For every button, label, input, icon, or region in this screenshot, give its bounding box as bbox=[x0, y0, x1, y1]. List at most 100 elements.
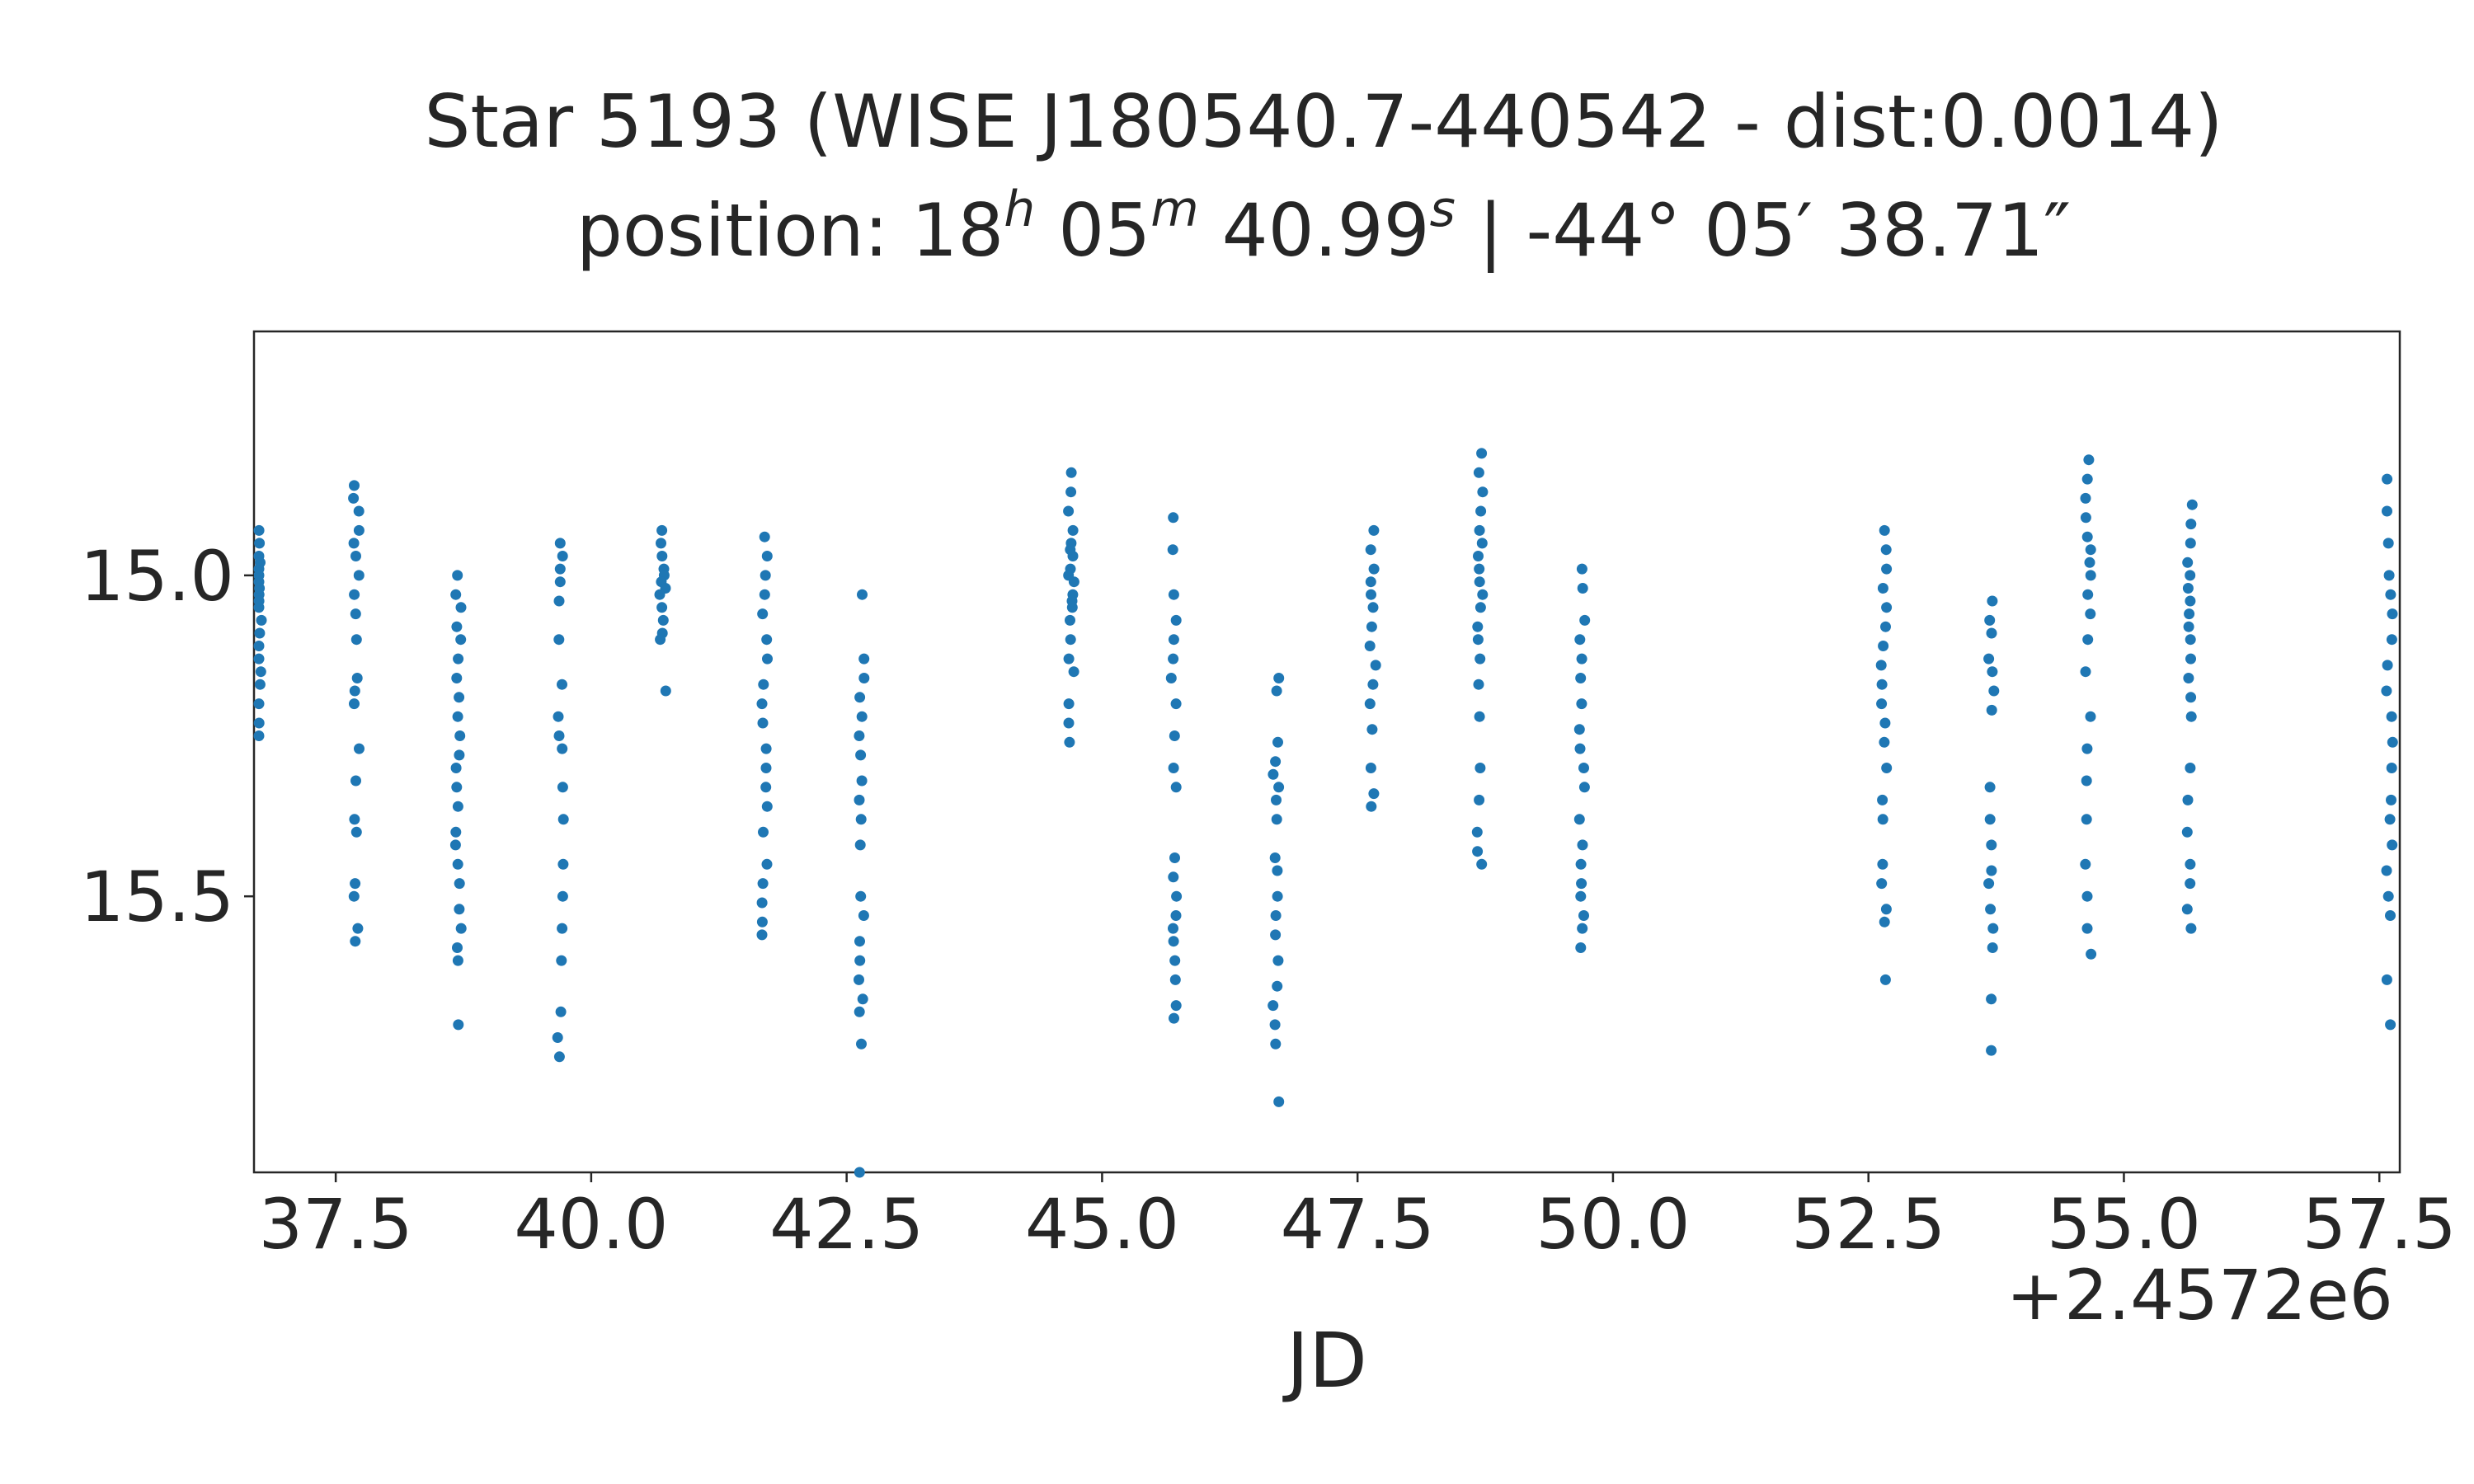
data-point bbox=[1984, 614, 1996, 626]
subtitle-ra-hours: 18 bbox=[911, 188, 1004, 273]
data-point bbox=[2381, 685, 2392, 697]
data-point bbox=[2186, 499, 2198, 510]
data-point bbox=[254, 538, 266, 549]
data-point bbox=[350, 608, 361, 620]
data-point bbox=[2185, 570, 2196, 581]
data-point bbox=[1877, 858, 1888, 870]
data-point bbox=[449, 839, 461, 851]
x-tick-label: 47.5 bbox=[1281, 1184, 1435, 1265]
data-point bbox=[1272, 955, 1284, 966]
subtitle-ra-seconds-unit: s bbox=[1430, 181, 1456, 238]
data-point bbox=[1473, 679, 1484, 690]
data-point bbox=[1169, 974, 1181, 985]
data-point bbox=[352, 923, 364, 934]
data-point bbox=[452, 711, 463, 722]
data-point bbox=[1579, 614, 1591, 626]
data-point bbox=[253, 524, 265, 536]
data-point bbox=[856, 1038, 867, 1050]
data-point bbox=[2382, 660, 2393, 671]
data-point bbox=[350, 551, 361, 561]
data-point bbox=[454, 904, 465, 915]
data-point bbox=[1987, 942, 1998, 953]
x-tick-label: 45.0 bbox=[1025, 1184, 1179, 1265]
data-point bbox=[854, 839, 866, 851]
data-point bbox=[452, 955, 463, 966]
data-point bbox=[756, 698, 768, 710]
data-point bbox=[1877, 583, 1888, 594]
data-point bbox=[1065, 486, 1077, 498]
data-point bbox=[2086, 948, 2097, 960]
data-point bbox=[2182, 794, 2194, 805]
x-tick-label: 42.5 bbox=[769, 1184, 924, 1265]
data-point bbox=[2181, 826, 2193, 838]
data-point bbox=[1270, 929, 1282, 941]
data-point bbox=[1167, 544, 1178, 556]
data-point bbox=[2185, 595, 2196, 607]
data-point bbox=[2081, 890, 2093, 902]
data-point bbox=[1066, 595, 1078, 607]
data-point bbox=[1576, 563, 1587, 575]
data-point bbox=[2080, 858, 2091, 870]
data-point bbox=[1986, 627, 1997, 639]
data-point bbox=[1876, 878, 1888, 890]
data-point bbox=[1366, 801, 1377, 812]
x-tick-label: 52.5 bbox=[1791, 1184, 1945, 1265]
data-point bbox=[2183, 673, 2194, 683]
data-point bbox=[350, 878, 361, 890]
data-point bbox=[453, 1019, 464, 1031]
y-axis-ticks: 15.0 15.5 bbox=[80, 536, 254, 937]
data-point bbox=[758, 679, 769, 690]
x-axis-label: JD bbox=[1282, 1317, 1367, 1405]
data-point bbox=[1065, 614, 1075, 626]
data-point bbox=[1063, 653, 1075, 665]
data-point bbox=[1879, 524, 1890, 536]
data-point bbox=[760, 743, 772, 754]
data-point bbox=[452, 570, 463, 581]
data-point bbox=[353, 570, 365, 581]
y-tick-label: 15.5 bbox=[80, 857, 234, 937]
data-point bbox=[855, 814, 867, 825]
data-point bbox=[353, 524, 365, 536]
data-point bbox=[1476, 538, 1488, 549]
data-point bbox=[253, 641, 265, 651]
data-point bbox=[1988, 685, 2000, 697]
data-point bbox=[2381, 974, 2392, 985]
data-point bbox=[1368, 563, 1380, 575]
data-point bbox=[756, 916, 768, 928]
data-point bbox=[450, 763, 462, 773]
data-point bbox=[452, 942, 463, 953]
data-point bbox=[348, 492, 360, 504]
data-point bbox=[761, 634, 773, 646]
x-tick-label: 40.0 bbox=[514, 1184, 668, 1265]
data-point bbox=[1065, 634, 1076, 646]
data-point bbox=[2381, 865, 2392, 876]
data-point bbox=[2383, 570, 2395, 581]
data-point bbox=[1474, 563, 1485, 575]
data-point bbox=[1881, 763, 1893, 773]
data-point bbox=[1881, 602, 1893, 613]
data-point bbox=[759, 589, 770, 600]
data-point bbox=[552, 1032, 563, 1043]
data-point bbox=[1879, 717, 1891, 729]
data-point bbox=[1577, 923, 1588, 934]
data-point bbox=[1169, 730, 1180, 741]
data-point bbox=[450, 826, 462, 838]
data-point bbox=[2080, 512, 2091, 524]
data-point bbox=[1170, 782, 1182, 793]
data-point bbox=[1270, 756, 1282, 768]
data-point bbox=[2185, 519, 2197, 530]
data-point bbox=[1987, 595, 1998, 607]
data-point bbox=[2382, 890, 2394, 902]
data-point bbox=[2185, 634, 2196, 646]
subtitle-prefix: position: bbox=[576, 188, 911, 273]
data-point bbox=[1877, 814, 1888, 825]
data-point bbox=[1168, 936, 1179, 947]
data-point bbox=[2386, 711, 2397, 722]
data-point bbox=[854, 955, 866, 966]
data-point bbox=[1576, 878, 1587, 890]
data-point bbox=[854, 730, 865, 741]
data-point bbox=[354, 743, 365, 754]
data-point bbox=[1063, 505, 1075, 517]
data-point bbox=[2387, 839, 2398, 851]
data-point bbox=[1475, 653, 1486, 665]
